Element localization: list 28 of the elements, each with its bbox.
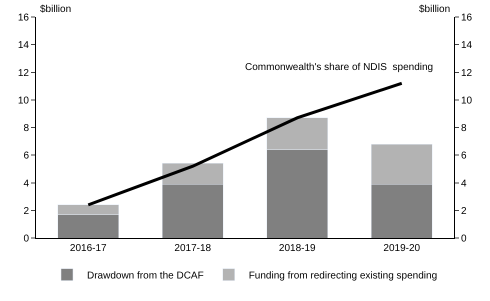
- x-tick-label: 2018-19: [278, 243, 316, 254]
- legend-label: Drawdown from the DCAF: [87, 270, 204, 282]
- line-series: [86, 82, 404, 206]
- text: Commonwealth's share of NDIS spending: [245, 62, 434, 73]
- y-tick-label: 14: [18, 40, 30, 52]
- y2-tick-label: 2: [461, 206, 467, 217]
- y-tick-label: 8: [23, 123, 30, 134]
- y-tick-label: 2: [23, 206, 30, 217]
- y2-tick-label: 6: [461, 150, 467, 162]
- legend-label: Funding from redirecting existing spending: [248, 270, 438, 282]
- y-tick-label: 0: [23, 234, 30, 244]
- x-tick-label: 2017-18: [174, 243, 212, 254]
- y2-tick-label: 12: [461, 68, 473, 79]
- y2-tick-label: 8: [461, 123, 467, 134]
- x-tick-label: 2019-20: [383, 243, 421, 254]
- y2-tick-label: 14: [461, 40, 473, 52]
- y2-tick-label: 10: [461, 95, 473, 106]
- y-tick-label: 4: [23, 178, 30, 190]
- y-tick-label: 12: [18, 68, 30, 79]
- y-tick-label: 6: [23, 150, 30, 162]
- y-tick-label: 16: [18, 12, 30, 24]
- y2-tick-label: 16: [461, 12, 473, 24]
- x-tick-label: 2016-17: [70, 243, 108, 254]
- y2-axis-title: $billion: [419, 4, 450, 15]
- y-axis-title: $billion: [40, 4, 72, 15]
- y-tick-label: 10: [18, 95, 30, 106]
- y2-tick-label: 4: [461, 178, 467, 190]
- y2-tick-label: 0: [461, 234, 467, 244]
